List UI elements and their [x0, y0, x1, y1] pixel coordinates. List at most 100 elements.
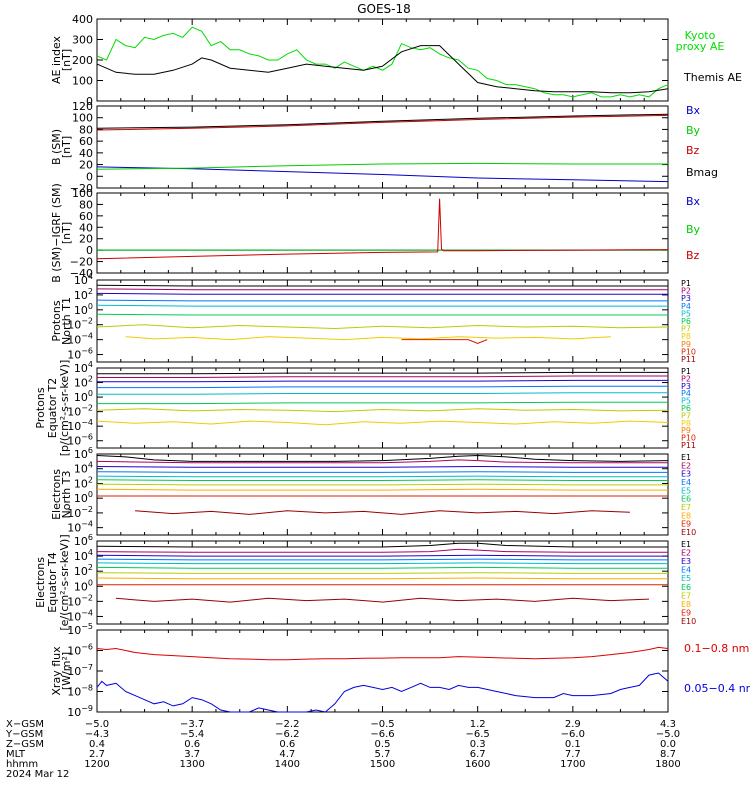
- legend-label: E2: [681, 549, 691, 558]
- series-line-0-05-0-4-nm: [96, 672, 669, 713]
- series-line-p10: [401, 339, 488, 344]
- panel-frame: [96, 192, 669, 274]
- y-tick-label: 102: [74, 375, 93, 390]
- panel-frame: [96, 629, 669, 713]
- row-value: −5.0: [656, 729, 680, 740]
- series-line-p6: [96, 313, 668, 316]
- legend-label: E4: [681, 478, 691, 487]
- row-value: 1300: [179, 759, 204, 770]
- legend-label: P1: [681, 279, 691, 288]
- row-value: 0.6: [184, 739, 200, 750]
- y-tick-label: 60: [79, 135, 93, 148]
- row-value: 0.1: [565, 739, 581, 750]
- legend-label: E5: [681, 486, 691, 495]
- row-value: 0.3: [470, 739, 486, 750]
- y-tick-label: 80: [79, 123, 93, 136]
- y-axis-title: North T3: [60, 471, 73, 519]
- y-tick-label: 10−4: [67, 418, 93, 433]
- series-line-0-1-0-8-nm: [96, 646, 669, 661]
- y-axis-title: [nT]: [60, 222, 73, 244]
- legend-label: 0.1−0.8 nm: [684, 642, 749, 655]
- series-line-p8: [125, 336, 611, 341]
- y-axis-title: [W/m²]: [60, 652, 73, 690]
- y-axis-title: [e/(cm²-s-sr-keV)]: [58, 534, 71, 630]
- y-tick-label: 100: [72, 187, 93, 200]
- legend-label: P2: [681, 287, 691, 296]
- row-value: 1600: [465, 759, 490, 770]
- y-tick-label: 100: [74, 490, 93, 505]
- y-tick-label: 80: [79, 198, 93, 211]
- y-tick-label: 300: [72, 34, 93, 47]
- series-line-p5: [96, 304, 668, 307]
- y-axis-title: Equator T4: [46, 552, 59, 612]
- series-line-e5: [96, 475, 668, 478]
- y-tick-label: 10−6: [67, 347, 93, 362]
- row-value: 4.3: [660, 719, 676, 730]
- y-tick-label: 0: [86, 170, 93, 183]
- row-value: −5.4: [180, 729, 204, 740]
- row-value: 1200: [84, 759, 109, 770]
- series-line-e10: [135, 510, 630, 515]
- legend-label: E8: [681, 511, 691, 520]
- legend-label: Themis AE: [683, 71, 742, 84]
- series-line-bmag: [96, 113, 669, 129]
- y-axis-title: Electrons: [50, 469, 63, 520]
- y-axis-title: Protons: [34, 387, 47, 428]
- row-label: Y−GSM: [5, 729, 43, 740]
- row-value: 2.9: [565, 719, 581, 730]
- legend-label: E5: [681, 574, 691, 583]
- legend-label: E10: [681, 617, 696, 626]
- y-tick-label: 40: [79, 221, 93, 234]
- series-line-e6: [96, 566, 668, 569]
- y-axis-title: B (SM)−IGRF (SM): [50, 183, 63, 283]
- series-line-e3: [96, 554, 668, 557]
- series-line-e8: [96, 577, 668, 580]
- legend-label: E8: [681, 600, 691, 609]
- row-value: −4.3: [85, 729, 109, 740]
- y-tick-label: 200: [72, 54, 93, 67]
- legend-label: P3: [681, 382, 691, 391]
- y-tick-label: 104: [74, 461, 93, 476]
- series-line-e2: [96, 548, 668, 553]
- y-axis-title: Equator T2: [46, 378, 59, 438]
- y-axis-title: Xray flux: [50, 646, 63, 696]
- legend-label: E3: [681, 470, 691, 479]
- panel-frame: [96, 105, 669, 189]
- series-line-bz: [96, 114, 669, 131]
- series-line-p5: [97, 392, 668, 395]
- row-value: 1500: [370, 759, 395, 770]
- y-tick-label: 400: [72, 13, 93, 26]
- y-tick-label: 102: [74, 475, 93, 490]
- series-line-p1: [96, 284, 668, 287]
- legend-label: P10: [681, 434, 696, 443]
- row-label: hhmm: [6, 759, 38, 770]
- row-value: 0.6: [279, 739, 295, 750]
- series-line-by: [96, 162, 668, 170]
- legend-label: E7: [681, 503, 691, 512]
- series-line-p3: [97, 379, 668, 383]
- row-value: −6.0: [561, 729, 585, 740]
- row-value: 1700: [560, 759, 585, 770]
- panel-frame: [96, 18, 669, 102]
- y-tick-label: 10−2: [67, 593, 93, 608]
- row-value: 7.7: [565, 749, 581, 760]
- row-value: 2.7: [89, 749, 105, 760]
- series-line-e7: [96, 483, 668, 486]
- series-line-bx: [96, 166, 669, 183]
- legend-label: E2: [681, 461, 691, 470]
- row-value: −0.5: [370, 719, 394, 730]
- legend-label: P5: [681, 397, 691, 406]
- series-line-p2: [97, 375, 668, 378]
- row-value: 6.7: [470, 749, 486, 760]
- series-line-p2: [96, 288, 668, 291]
- legend-label: Bmag: [686, 166, 718, 179]
- series-line-e10: [115, 597, 650, 603]
- y-tick-label: 10−7: [67, 663, 93, 678]
- y-tick-label: 10−9: [67, 704, 93, 719]
- legend-label: P2: [681, 374, 691, 383]
